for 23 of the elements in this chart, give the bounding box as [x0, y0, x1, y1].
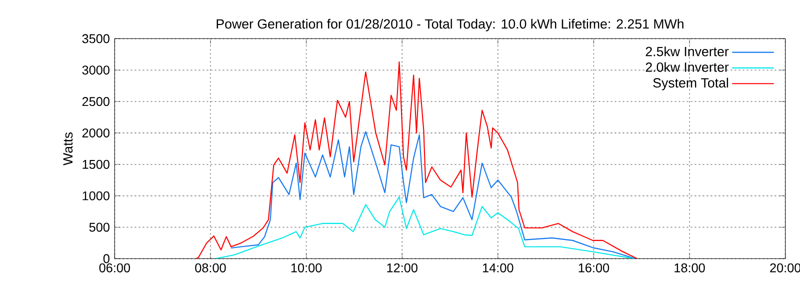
y-tick-label: 2500: [82, 97, 110, 106]
line-series: [230, 131, 636, 259]
chart-title: Power Generation for 01/28/2010 - Total Today: 10.0 kWh Lifetime: 2.251 MWh: [216, 18, 684, 32]
x-tick-label: 10:00: [291, 263, 322, 272]
y-tick-label: 2000: [82, 128, 110, 138]
legend-label: 2.0kw Inverter: [646, 62, 729, 72]
x-tick-label: 16:00: [578, 263, 610, 272]
y-tick-label: 3000: [82, 66, 110, 75]
x-tick-label: 12:00: [387, 263, 418, 272]
y-tick-label: 1500: [82, 160, 110, 169]
x-tick-label: 18:00: [674, 263, 705, 272]
line-series: [214, 196, 635, 259]
y-tick-label: 3500: [82, 34, 110, 44]
legend-label: 2.5kw Inverter: [646, 46, 729, 56]
y-tick-label: 1000: [82, 191, 110, 200]
x-tick-label: 06:00: [99, 263, 130, 272]
x-tick-label: 08:00: [195, 263, 226, 272]
y-tick-label: 500: [89, 222, 110, 232]
legend-label: System Total: [653, 78, 728, 90]
x-tick-label: 14:00: [483, 263, 514, 272]
y-axis-title: Watts: [63, 132, 73, 166]
y-tick-label: 0: [103, 254, 110, 264]
line-series: [196, 61, 638, 259]
